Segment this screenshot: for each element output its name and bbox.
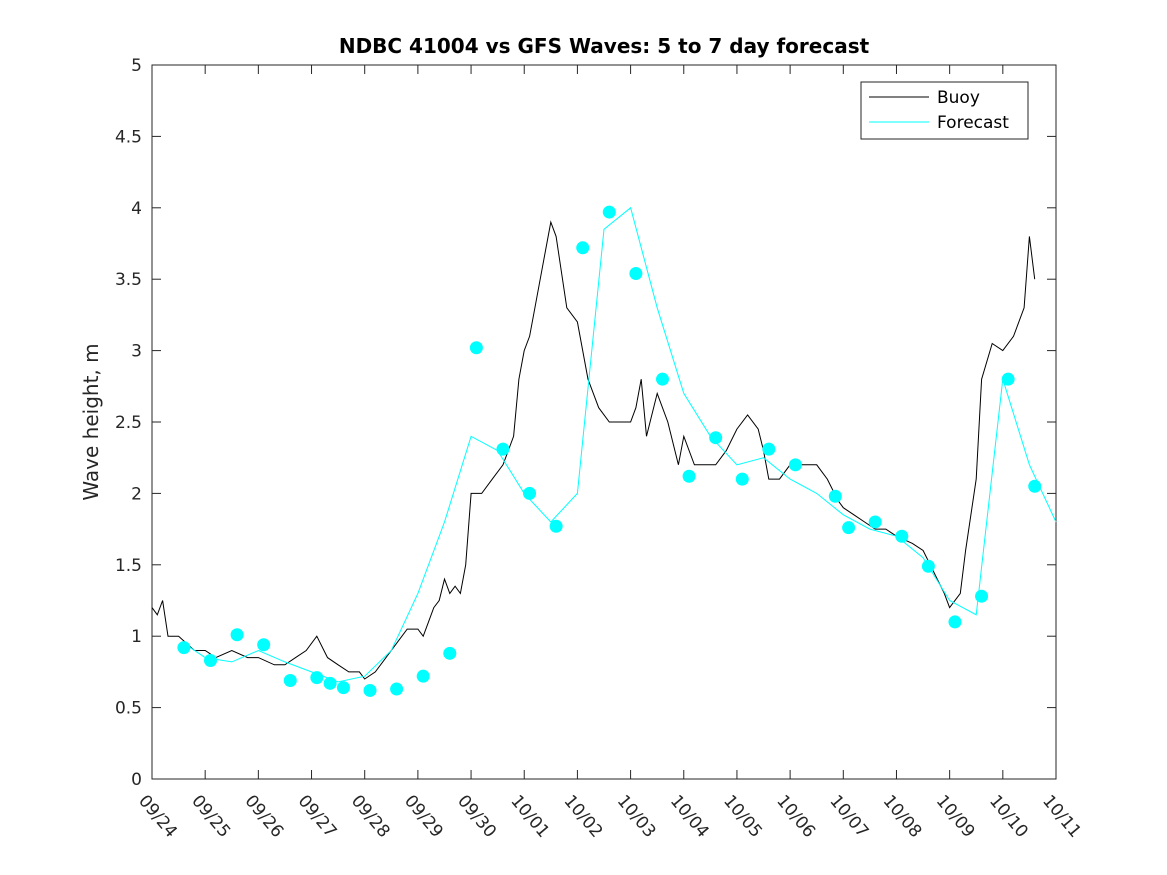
x-tick-label: 10/09 xyxy=(932,791,979,841)
series-line-forecast xyxy=(183,206,1057,683)
x-tick-label: 09/24 xyxy=(134,791,181,841)
forecast-marker xyxy=(310,671,324,685)
forecast-marker xyxy=(921,559,935,573)
y-tick-label: 3.5 xyxy=(115,270,142,290)
chart-title: NDBC 41004 vs GFS Waves: 5 to 7 day fore… xyxy=(339,34,870,58)
forecast-marker xyxy=(735,472,749,486)
x-tick-label: 09/26 xyxy=(241,791,288,841)
legend-buoy-label: Buoy xyxy=(937,88,980,108)
forecast-marker xyxy=(203,653,217,667)
x-tick-label: 10/06 xyxy=(772,791,819,841)
y-tick-label: 0 xyxy=(131,770,142,790)
forecast-marker xyxy=(1028,479,1042,493)
x-tick-label: 09/29 xyxy=(400,791,447,841)
forecast-marker xyxy=(469,341,483,355)
forecast-marker xyxy=(709,431,723,445)
forecast-marker xyxy=(682,469,696,483)
x-tick-label: 10/07 xyxy=(825,791,872,841)
x-tick-label: 10/01 xyxy=(506,791,553,841)
y-tick-label: 2.5 xyxy=(115,413,142,433)
forecast-marker xyxy=(895,529,909,543)
legend-forecast-label: Forecast xyxy=(937,113,1009,133)
y-axis-label: Wave height, m xyxy=(79,343,103,500)
x-tick-label: 10/10 xyxy=(985,791,1032,841)
x-tick-label: 10/03 xyxy=(613,791,660,841)
forecast-marker xyxy=(975,589,989,603)
forecast-marker xyxy=(1001,372,1015,386)
legend: Buoy Forecast xyxy=(860,81,1029,140)
forecast-marker xyxy=(549,519,563,533)
forecast-marker xyxy=(762,442,776,456)
y-tick-label: 1.5 xyxy=(115,556,142,576)
series-layer xyxy=(151,206,1057,683)
forecast-marker xyxy=(788,458,802,472)
forecast-marker xyxy=(602,205,616,219)
forecast-markers xyxy=(177,205,1042,697)
y-tick-label: 3 xyxy=(131,342,142,362)
forecast-marker xyxy=(948,615,962,629)
forecast-marker xyxy=(257,638,271,652)
x-tick-label: 09/30 xyxy=(453,791,500,841)
forecast-marker xyxy=(363,683,377,697)
forecast-marker xyxy=(416,669,430,683)
forecast-marker xyxy=(336,681,350,695)
x-tick-label: 09/27 xyxy=(294,791,341,841)
y-tick-label: 5 xyxy=(131,56,142,76)
forecast-marker xyxy=(230,628,244,642)
y-tick-label: 0.5 xyxy=(115,699,142,719)
forecast-marker xyxy=(390,682,404,696)
legend-box xyxy=(860,81,1029,140)
x-tick-label: 10/02 xyxy=(560,791,607,841)
forecast-marker xyxy=(629,266,643,280)
forecast-marker xyxy=(576,241,590,255)
forecast-marker xyxy=(177,641,191,655)
x-tick-label: 09/25 xyxy=(187,791,234,841)
x-tick-label: 10/11 xyxy=(1038,791,1085,841)
y-tick-label: 2 xyxy=(131,484,142,504)
x-tick-label: 10/08 xyxy=(879,791,926,841)
forecast-marker xyxy=(868,515,882,529)
y-tick-label: 4.5 xyxy=(115,127,142,147)
forecast-marker xyxy=(842,521,856,535)
forecast-marker xyxy=(323,676,337,690)
x-tick-label: 09/28 xyxy=(347,791,394,841)
y-tick-label: 4 xyxy=(131,199,142,219)
forecast-marker xyxy=(283,673,297,687)
forecast-marker xyxy=(496,442,510,456)
x-tick-label: 10/05 xyxy=(719,791,766,841)
forecast-marker xyxy=(443,646,457,660)
plot-area xyxy=(151,64,1057,780)
forecast-marker xyxy=(828,489,842,503)
y-tick-label: 1 xyxy=(131,627,142,647)
y-axis-ticks: 0 0.5 1 1.5 2 2.5 3 3.5 4 4.5 5 xyxy=(115,56,1056,790)
forecast-marker xyxy=(655,372,669,386)
forecast-marker xyxy=(523,486,537,500)
x-tick-label: 10/04 xyxy=(666,791,713,841)
series-line-buoy xyxy=(151,220,1036,680)
